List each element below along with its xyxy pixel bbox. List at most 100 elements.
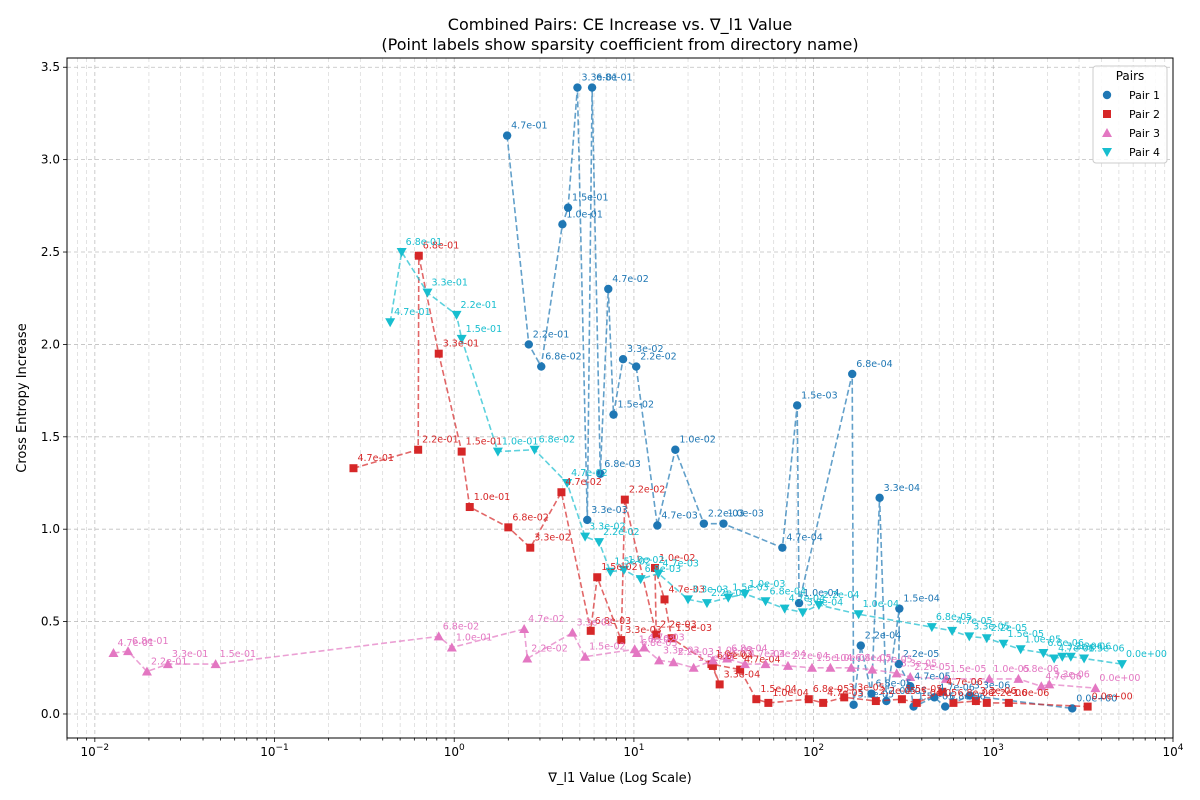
series-3-point-label: 6.8e-04 [731,644,767,655]
series-2-point [971,697,980,706]
series-4-point-label: 4.7e-01 [394,307,430,318]
series-3-point [108,648,119,657]
series-4-point [422,288,433,298]
series-3-point-label: 2.2e-05 [914,662,950,673]
series-3-point-label: 6.8e-02 [443,621,479,632]
series-2-point [414,251,423,260]
series-2-point-label: 4.7e-06 [946,677,982,688]
series-2-point [819,698,828,707]
series-3-point [631,648,642,657]
series-1-point [609,410,618,419]
series-1-point-label: 4.7e-06 [938,682,974,693]
x-tick-label-exponent: −2 [96,743,109,753]
series-3-point [1013,673,1024,683]
series-2-point-label: 1.5e-02 [601,562,637,573]
series-4-point-label: 3.3e-06 [1066,642,1102,653]
series-3-point [739,659,750,669]
series-1-line [506,87,1073,710]
series-3-point [807,662,818,672]
series-3-point [760,659,771,669]
series-3-point-label: 1.5e-05 [950,664,986,675]
series-3-point [940,673,951,683]
legend-entries: Pair 1 Pair 2 Pair 3 Pair 4 [1102,89,1160,159]
x-tick-label: 101 [623,743,644,759]
series-4-point [683,595,694,605]
y-tick-label: 1.5 [41,430,60,444]
series-3-point [846,662,857,672]
x-tick-label-exponent: 3 [998,743,1004,753]
series-1-point-label: 3.3e-01 [581,73,617,84]
series-3-point-label: 2.2e-01 [151,656,187,667]
series-2-point-label: 6.8e-05 [813,684,849,695]
series-4-point [1015,645,1026,655]
series-1-point [875,493,884,502]
series-4-point-label: 1.5e-03 [732,583,768,594]
series-4-point-label: 1.5e-05 [1008,629,1044,640]
series-1-point [653,521,662,530]
series-4-point [1065,652,1076,662]
series-4-point [813,600,824,610]
series-4-point-label: 6.8e-06 [1047,638,1083,649]
series-1-point [906,682,915,691]
series-2-point [667,634,676,643]
series-1-point-label: 4.7e-05 [914,671,950,682]
series-4-point [1116,660,1127,670]
series-4-point [1049,654,1060,664]
legend-label-2: Pair 2 [1129,108,1160,121]
series-4 [385,248,1127,670]
series-1-point [524,340,533,349]
series-2-point [660,595,669,604]
point-label-layer: 4.7e-012.2e-016.8e-021.0e-011.5e-013.3e-… [117,73,1166,705]
series-4-point-label: 1.0e-04 [863,599,899,610]
series-2-point [526,543,535,552]
series-1-point-label: 3.3e-02 [627,344,663,355]
series-1-point [573,83,582,92]
series-2-point [504,523,513,532]
series-2-point [1004,698,1013,707]
series-layer [108,83,1127,713]
series-3-point [905,672,916,682]
series-2-point-label: 3.3e-05 [848,682,884,693]
y-tick-label: 2.5 [41,245,60,259]
series-2-point-label: 1.0e-02 [659,553,695,564]
series-1-point [941,702,950,711]
x-tick-label-base: 10 [623,745,638,759]
series-3-point [891,668,902,678]
series-1-point-label: 1.5e-01 [572,193,608,204]
series-1-point-label: 1.5e-05 [918,692,954,703]
series-2-point-label: 6.8e-02 [512,512,548,523]
series-3-point-label: 6.8e-01 [132,636,168,647]
series-2-point [938,687,947,696]
series-1-point [502,131,512,140]
series-4-point [926,623,937,633]
series-4-point [562,479,573,488]
series-3-point [433,631,444,641]
series-2-point-label: 6.8e-04 [717,651,753,662]
series-2-point-label: 6.8e-03 [595,616,631,627]
series-2-point [457,447,466,456]
y-axis-label: Cross Entropy Increase [15,323,30,472]
series-3-point-label: 1.5e-04 [816,653,852,664]
series-1-point-label: 2.2e-05 [903,649,939,660]
legend: Pairs Pair 1 Pair 2 Pair 3 Pair 4 [1092,65,1168,164]
series-3-point [722,653,733,663]
series-2-point-label: 2.2e-02 [629,485,665,496]
series-2-point [912,698,921,707]
series-4-point-label: 2.2e-04 [823,590,859,601]
series-3-point-label: 3.3e-02 [576,618,612,629]
series-4-point-label: 3.3e-01 [431,278,467,289]
series-2-point-label: 2.2e-05 [880,686,916,697]
series-4-point-label: 3.3e-02 [589,522,625,533]
series-1-point-label: 4.7e-03 [661,511,697,522]
series-1-point [719,519,728,528]
legend-marker-3 [1102,128,1112,137]
series-3-point-label: 1.0e-01 [456,632,492,643]
series-3-point-label: 6.8e-03 [641,638,677,649]
series-4-point-label: 1.0e-05 [1025,634,1061,645]
series-4-point-label: 6.8e-02 [539,435,575,446]
series-2-point [652,630,661,639]
series-4-point-label: 6.8e-03 [645,564,681,575]
series-2-point-label: 0.0e+00 [1092,692,1133,703]
series-4-point-label: 1.0e-02 [628,555,664,566]
